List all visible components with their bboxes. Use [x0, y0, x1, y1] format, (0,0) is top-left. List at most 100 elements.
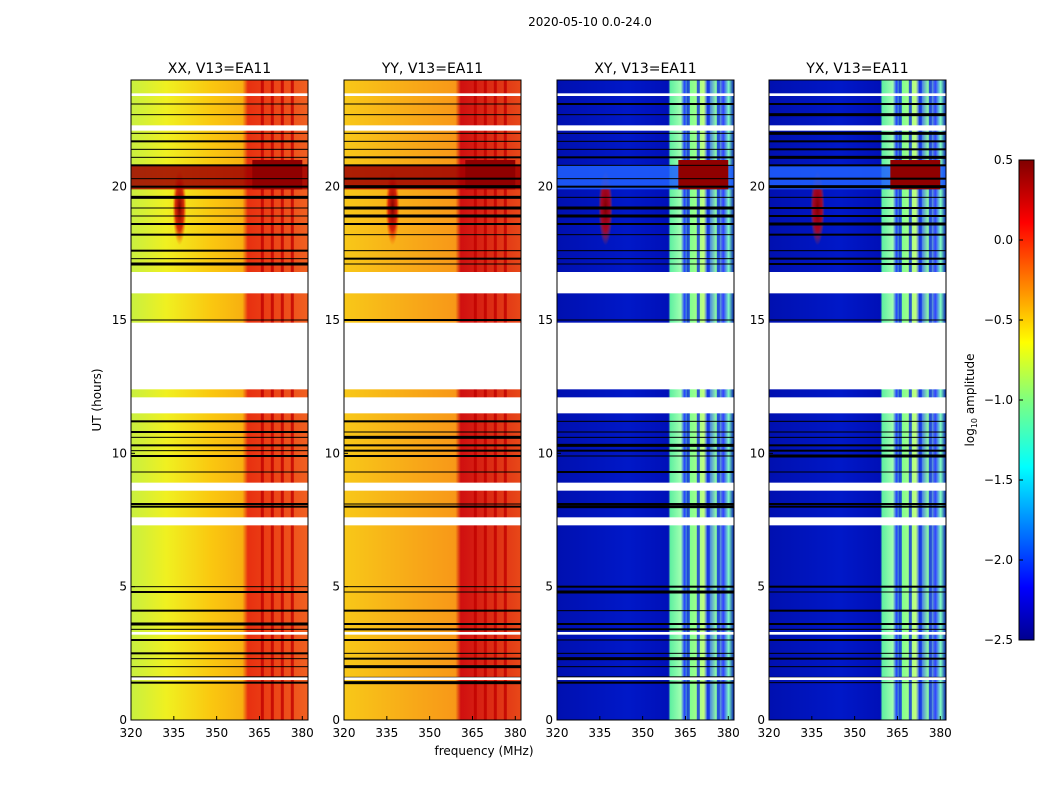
time-stripe	[557, 114, 734, 116]
figure-suptitle: 2020-05-10 0.0-24.0	[528, 15, 652, 29]
time-stripe	[769, 591, 946, 593]
time-stripe	[557, 263, 734, 265]
flagged-band	[769, 632, 946, 635]
time-stripe	[344, 132, 521, 134]
time-stripe	[344, 177, 521, 180]
time-stripe	[131, 505, 308, 508]
time-stripe	[769, 609, 946, 612]
x-tick-label: 320	[333, 726, 356, 740]
time-stripe	[769, 585, 946, 588]
time-stripe	[557, 319, 734, 321]
panel-title: XX, V13=EA11	[168, 61, 271, 77]
flagged-band	[131, 93, 308, 96]
time-stripe	[131, 666, 308, 668]
x-tick-label: 380	[717, 726, 740, 740]
time-stripe	[557, 250, 734, 252]
time-stripe	[769, 185, 946, 189]
time-stripe	[344, 665, 521, 669]
time-stripe	[131, 586, 308, 588]
time-stripe	[344, 214, 521, 218]
colorbar-tick-label: −0.5	[984, 313, 1013, 327]
time-stripe	[769, 449, 946, 452]
time-stripe	[557, 234, 734, 236]
y-tick-label: 15	[325, 313, 340, 327]
time-stripe	[131, 140, 308, 143]
time-stripe	[344, 503, 521, 505]
y-tick-label: 20	[750, 180, 765, 194]
time-stripe	[769, 140, 946, 143]
time-stripe	[131, 622, 308, 626]
x-tick-label: 380	[929, 726, 952, 740]
axes-frame	[130, 79, 309, 721]
time-stripe	[557, 420, 734, 422]
time-stripe	[131, 249, 308, 252]
time-stripe	[557, 657, 734, 661]
time-stripe	[769, 471, 946, 473]
time-stripe	[131, 103, 308, 105]
time-stripe	[344, 652, 521, 654]
time-stripe	[557, 178, 734, 180]
time-stripe	[131, 628, 308, 630]
y-tick-label: 0	[332, 713, 340, 727]
x-tick-label: 335	[800, 726, 823, 740]
time-stripe	[769, 215, 946, 217]
colorbar-tick-label: −2.5	[984, 633, 1013, 647]
time-stripe	[769, 257, 946, 260]
flagged-band	[131, 125, 308, 131]
time-stripe	[131, 591, 308, 593]
flagged-band	[344, 346, 521, 352]
time-stripe	[344, 471, 521, 473]
time-stripe	[769, 652, 946, 654]
time-stripe	[557, 185, 734, 188]
flagged-band	[769, 125, 946, 131]
time-stripe	[557, 140, 734, 142]
time-stripe	[131, 156, 308, 158]
time-stripe	[131, 455, 308, 457]
time-stripe	[131, 436, 308, 438]
y-tick-label: 15	[750, 313, 765, 327]
y-tick-label: 10	[538, 446, 553, 460]
time-stripe	[557, 652, 734, 654]
time-stripe	[131, 207, 308, 209]
x-tick-label: 380	[504, 726, 527, 740]
colorbar: 0.5 0.0 −0.5 −1.0 −1.5 −2.0 −2.5 log10 amplitu…	[963, 153, 1035, 647]
time-stripe	[769, 113, 946, 117]
x-tick-label: 350	[843, 726, 866, 740]
time-stripe	[557, 436, 734, 438]
time-stripe	[557, 132, 734, 134]
time-stripe	[344, 195, 521, 199]
time-stripe	[131, 652, 308, 655]
time-stripe	[131, 444, 308, 447]
y-axis-label: UT (hours)	[90, 368, 104, 431]
flagged-band	[131, 397, 308, 414]
flagged-band	[769, 322, 946, 390]
time-stripe	[131, 148, 308, 150]
time-stripe	[769, 196, 946, 198]
time-stripe	[557, 148, 734, 150]
flagged-band	[769, 346, 946, 352]
y-tick-label: 0	[545, 713, 553, 727]
time-stripe	[344, 586, 521, 588]
flagged-band	[557, 272, 734, 294]
flagged-band	[557, 125, 734, 131]
x-tick-label: 350	[631, 726, 654, 740]
time-stripe	[344, 250, 521, 252]
time-stripe	[557, 103, 734, 105]
time-stripe	[131, 178, 308, 180]
time-stripe	[131, 132, 308, 134]
time-stripe	[769, 454, 946, 458]
flagged-bands	[557, 93, 734, 680]
panel-xy: XY, V13=EA11 320 335 350 365 380 0 5 10 15 20	[538, 61, 740, 740]
time-stripe	[769, 628, 946, 630]
time-stripe	[769, 503, 946, 505]
time-stripe	[344, 657, 521, 660]
time-stripe	[344, 681, 521, 685]
flagged-band	[769, 93, 946, 96]
time-stripe	[557, 206, 734, 210]
flagged-band	[769, 482, 946, 491]
colorbar-label-rest: amplitude	[963, 354, 977, 418]
flagged-bands	[131, 93, 308, 680]
time-stripe	[557, 455, 734, 457]
